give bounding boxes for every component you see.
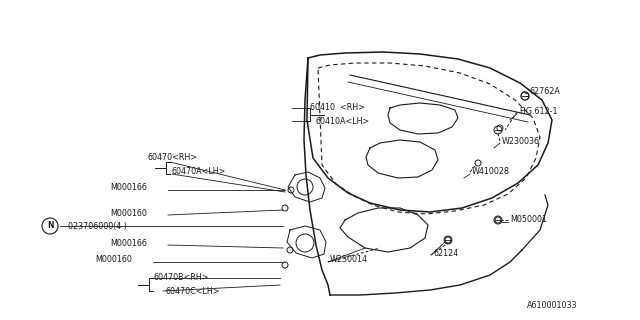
Text: M000160: M000160 (95, 255, 132, 265)
Text: 023706000(4 ): 023706000(4 ) (68, 221, 127, 230)
Text: N: N (47, 221, 53, 230)
Text: 60470<RH>: 60470<RH> (147, 154, 197, 163)
Text: M000166: M000166 (110, 183, 147, 193)
Text: 62762A: 62762A (530, 86, 561, 95)
Text: W230014: W230014 (330, 255, 368, 265)
Text: M050001: M050001 (510, 215, 547, 225)
Text: M000160: M000160 (110, 209, 147, 218)
Text: 60470B<RH>: 60470B<RH> (154, 274, 209, 283)
Text: 60410A<LH>: 60410A<LH> (315, 116, 369, 125)
Text: W410028: W410028 (472, 167, 510, 177)
Text: FIG.612-1: FIG.612-1 (519, 108, 557, 116)
Text: W230036: W230036 (502, 137, 540, 146)
Text: 60470A<LH>: 60470A<LH> (172, 167, 227, 177)
Text: 60470C<LH>: 60470C<LH> (165, 286, 220, 295)
Text: 62124: 62124 (433, 249, 458, 258)
Text: A610001033: A610001033 (527, 300, 577, 309)
Text: 60410  <RH>: 60410 <RH> (310, 103, 365, 113)
Text: M000166: M000166 (110, 239, 147, 249)
